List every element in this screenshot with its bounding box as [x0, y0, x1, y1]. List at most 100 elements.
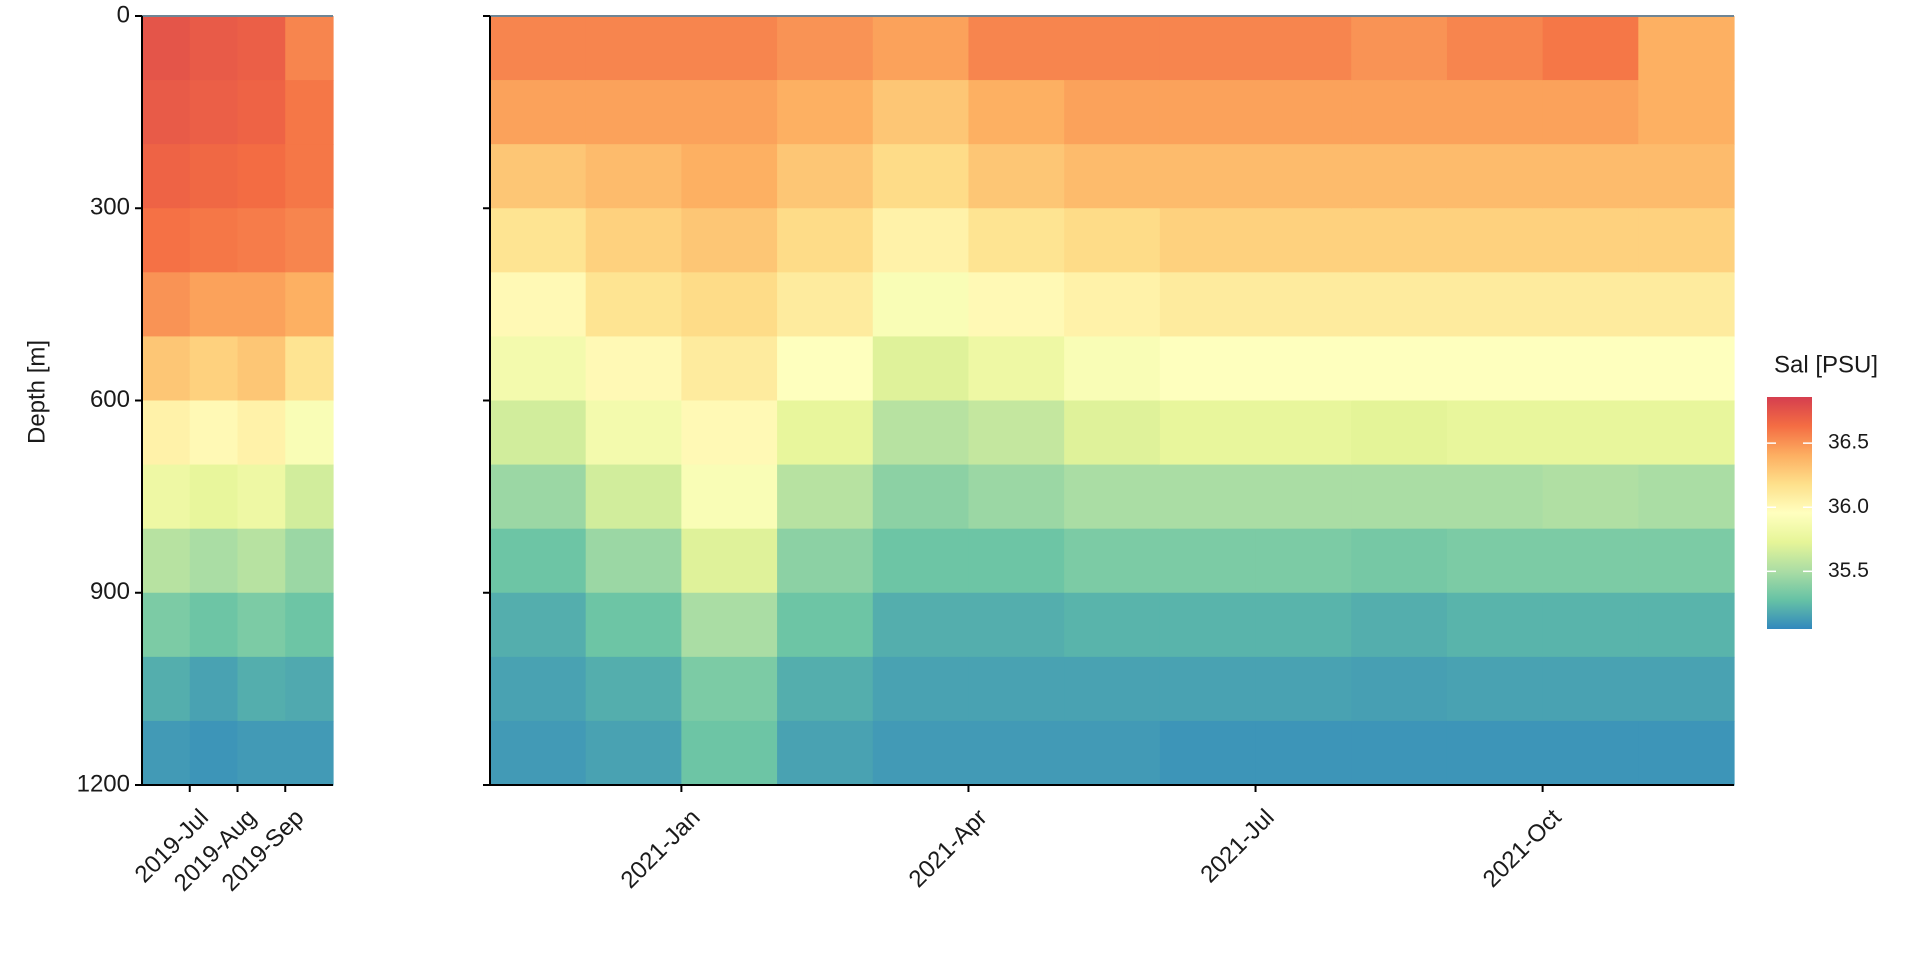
- heatmap-cell: [237, 528, 286, 594]
- heatmap-cell: [777, 400, 874, 466]
- heatmap-cell: [189, 80, 239, 145]
- heatmap-cell: [142, 528, 191, 594]
- x-tick-label: 2021-Jul: [1195, 804, 1279, 888]
- heatmap-cell: [872, 400, 970, 466]
- heatmap-cell: [1255, 208, 1352, 273]
- heatmap-cell: [872, 208, 970, 273]
- heatmap-cell: [142, 208, 191, 273]
- heatmap-cell: [285, 336, 334, 402]
- heatmap-cell: [1064, 16, 1161, 81]
- heatmap-cell: [1064, 464, 1161, 530]
- heatmap-cell: [968, 144, 1065, 209]
- heatmap-cell: [968, 16, 1065, 81]
- heatmap-cell: [490, 720, 587, 786]
- heatmap-cell: [681, 592, 778, 658]
- heatmap-cell: [1638, 464, 1735, 530]
- heatmap-cell: [1255, 656, 1352, 722]
- heatmap-cell: [1351, 272, 1448, 338]
- heatmap-cell: [1446, 656, 1544, 722]
- heatmap-cell: [1542, 80, 1639, 145]
- heatmap-cell: [237, 400, 286, 466]
- heatmap-cell: [490, 656, 587, 722]
- heatmap-cell: [872, 80, 970, 145]
- heatmap-cell: [285, 400, 334, 466]
- heatmap-cell: [285, 16, 334, 81]
- heatmap-cell: [142, 400, 191, 466]
- heatmap-cell: [1542, 208, 1639, 273]
- heatmap-cell: [681, 400, 778, 466]
- heatmap-cell: [1351, 656, 1448, 722]
- heatmap-cell: [1351, 400, 1448, 466]
- heatmap-cell: [490, 208, 587, 273]
- heatmap-cell: [1446, 400, 1544, 466]
- heatmap-cell: [681, 656, 778, 722]
- heatmap-cell: [872, 336, 970, 402]
- heatmap-cell: [968, 272, 1065, 338]
- heatmap-cell: [490, 464, 587, 530]
- heatmap-cell: [1255, 592, 1352, 658]
- heatmap-cell: [1064, 336, 1161, 402]
- heatmap-cell: [142, 336, 191, 402]
- heatmap-cell: [777, 656, 874, 722]
- heatmap-cell: [1351, 208, 1448, 273]
- heatmap-cell: [1446, 592, 1544, 658]
- heatmap-cell: [585, 592, 682, 658]
- heatmap-cell: [585, 464, 682, 530]
- heatmap-cell: [189, 464, 239, 530]
- heatmap-cell: [681, 272, 778, 338]
- x-tick-label: 2021-Oct: [1478, 804, 1567, 893]
- heatmap-cell: [490, 272, 587, 338]
- heatmap-cell: [1351, 336, 1448, 402]
- heatmap-cell: [872, 464, 970, 530]
- heatmap-cell: [968, 528, 1065, 594]
- heatmap-cell: [585, 80, 682, 145]
- heatmap-cell: [1542, 464, 1639, 530]
- heatmap-cell: [681, 464, 778, 530]
- heatmap-cell: [681, 208, 778, 273]
- heatmap-cell: [1638, 272, 1735, 338]
- heatmap-cell: [237, 80, 286, 145]
- heatmap-cell: [585, 720, 682, 786]
- heatmap-cell: [681, 80, 778, 145]
- heatmap-cell: [1351, 592, 1448, 658]
- heatmap-cell: [142, 720, 191, 786]
- heatmap-cell: [777, 272, 874, 338]
- heatmap-cell: [1064, 656, 1161, 722]
- heatmap-cell: [142, 16, 191, 81]
- heatmap-cell: [872, 144, 970, 209]
- heatmap-cell: [777, 144, 874, 209]
- heatmap-cell: [490, 528, 587, 594]
- heatmap-cell: [1064, 592, 1161, 658]
- heatmap-cell: [585, 272, 682, 338]
- heatmap-cell: [237, 720, 286, 786]
- heatmap-cell: [1064, 208, 1161, 273]
- heatmap-cell: [1638, 336, 1735, 402]
- heatmap-cell: [285, 592, 334, 658]
- heatmap-cell: [1638, 528, 1735, 594]
- heatmap-cell: [237, 464, 286, 530]
- heatmap-cells: [490, 16, 1735, 786]
- heatmap-cell: [1351, 16, 1448, 81]
- heatmap-cell: [777, 80, 874, 145]
- heatmap-cell: [968, 592, 1065, 658]
- heatmap-cell: [1159, 80, 1257, 145]
- heatmap-cell: [1255, 528, 1352, 594]
- heatmap-cell: [285, 80, 334, 145]
- heatmap-cell: [1351, 80, 1448, 145]
- heatmap-cell: [1064, 528, 1161, 594]
- heatmap-cell: [1159, 464, 1257, 530]
- heatmap-cell: [142, 592, 191, 658]
- heatmap-cell: [777, 592, 874, 658]
- heatmap-cell: [1638, 16, 1735, 81]
- heatmap-cell: [681, 144, 778, 209]
- x-tick-label: 2021-Jan: [616, 804, 706, 894]
- heatmap-cell: [237, 16, 286, 81]
- heatmap-cell: [1542, 144, 1639, 209]
- heatmap-cell: [585, 16, 682, 81]
- y-tick-label: 300: [90, 194, 130, 221]
- heatmap-cell: [1159, 592, 1257, 658]
- heatmap-cell: [189, 528, 239, 594]
- heatmap-cell: [1542, 656, 1639, 722]
